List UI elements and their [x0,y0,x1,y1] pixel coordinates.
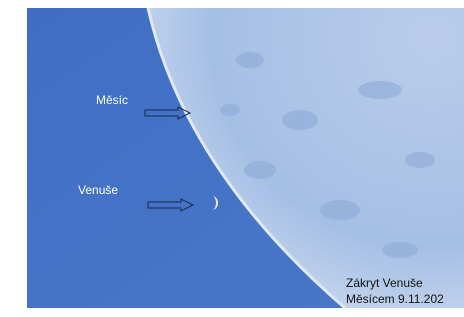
photo-figure: Měsíc Venuše Zákryt Venuše Měsícem 9.11.… [0,0,464,317]
moon-label: Měsíc [96,93,128,107]
page: {"labels": {"moon": "Měsíc", "venus": "V… [0,0,464,317]
venus-label: Venuše [78,183,118,197]
caption-line: Měsícem 9.11.202 [346,292,444,306]
caption-line: Zákryt Venuše [346,276,423,290]
photo: Měsíc Venuše Zákryt Venuše Měsícem 9.11.… [27,8,464,308]
